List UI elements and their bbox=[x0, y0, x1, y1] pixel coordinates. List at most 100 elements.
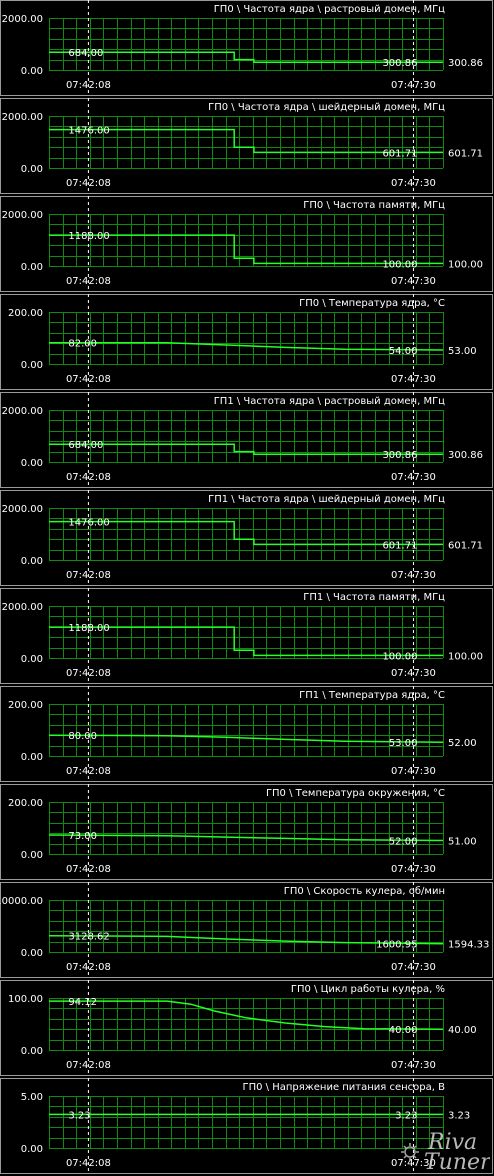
cursor-start-value: 82.00 bbox=[68, 339, 97, 350]
cursor-start-value: 3128.62 bbox=[68, 932, 109, 943]
current-value: 100.00 bbox=[448, 259, 483, 270]
panel-border bbox=[0, 294, 493, 390]
graph-panel[interactable]: ГП0 \ Скорость кулера, об/мин 10000.00 0.0… bbox=[0, 882, 494, 980]
current-value: 1594.33 bbox=[448, 940, 489, 951]
graph-title: ГП0 \ Цикл работы кулера, % bbox=[291, 984, 445, 995]
plot-area bbox=[49, 704, 443, 756]
graph-panel[interactable]: ГП1 \ Температура ядра, °C 200.00 0.00 80.0… bbox=[0, 686, 494, 784]
graph-panel[interactable]: ГП0 \ Частота ядра \ растровый домен, МГ… bbox=[0, 0, 494, 98]
panel-border bbox=[0, 196, 493, 292]
panel-border bbox=[0, 882, 493, 978]
current-value: 100.00 bbox=[448, 651, 483, 662]
cursor-start-value: 73.00 bbox=[68, 831, 97, 842]
sensor-trace bbox=[48, 934, 444, 945]
graph-panel[interactable]: ГП0 \ Температура окружения, °C 200.00 0.0… bbox=[0, 784, 494, 882]
current-value: 53.00 bbox=[448, 346, 477, 357]
time-end-label: 07:47:30 bbox=[391, 276, 436, 287]
current-value: 601.71 bbox=[448, 540, 483, 551]
time-end-label: 07:47:30 bbox=[391, 80, 436, 91]
cursor-start-value: 1188.00 bbox=[68, 231, 109, 242]
graph-panel[interactable]: ГП0 \ Цикл работы кулера, % 100.00 0.00 94.… bbox=[0, 980, 494, 1078]
current-value: 300.86 bbox=[448, 58, 483, 69]
rivatuner-logo: Riva Tuner bbox=[400, 1130, 492, 1175]
sensor-trace bbox=[49, 234, 443, 265]
y-max-label: 2000.00 bbox=[2, 210, 43, 221]
cursor-start-value: 684.00 bbox=[68, 440, 103, 451]
graph-panel[interactable]: ГП1 \ Частота ядра \ шейдерный домен, МГ… bbox=[0, 490, 494, 588]
graph-title: ГП0 \ Температура ядра, °C bbox=[299, 298, 445, 309]
graph-panel[interactable]: ГП1 \ Частота ядра \ растровый домен, МГ… bbox=[0, 392, 494, 490]
time-end-label: 07:47:30 bbox=[391, 962, 436, 973]
graph-panel[interactable]: ГП0 \ Температура ядра, °C 200.00 0.00 82.0… bbox=[0, 294, 494, 392]
sensor-trace bbox=[48, 834, 444, 842]
cursor-start-value: 1476.00 bbox=[68, 126, 109, 137]
grid bbox=[49, 508, 444, 561]
graph-title: ГП0 \ Напряжение питания сенсора, В bbox=[242, 1082, 445, 1093]
y-max-label: 2000.00 bbox=[2, 504, 43, 515]
time-start-label: 07:42:08 bbox=[66, 374, 111, 385]
cursor-start-value: 684.00 bbox=[68, 48, 103, 59]
graph-title: ГП0 \ Частота ядра \ шейдерный домен, МГ… bbox=[208, 102, 445, 113]
cursor-end-value: 40.00 bbox=[389, 1025, 418, 1036]
sensor-trace bbox=[49, 626, 443, 657]
graph-panel[interactable]: ГП1 \ Частота памяти, МГц 2000.00 0.00 1188… bbox=[0, 588, 494, 686]
time-start-label: 07:42:08 bbox=[66, 178, 111, 189]
y-max-label: 2000.00 bbox=[2, 406, 43, 417]
grid bbox=[49, 1096, 444, 1149]
graph-panel[interactable]: ГП0 \ Частота памяти, МГц 2000.00 0.00 1188… bbox=[0, 196, 494, 294]
time-end-label: 07:47:30 bbox=[391, 570, 436, 581]
y-max-label: 2000.00 bbox=[2, 602, 43, 613]
y-min-label: 0.00 bbox=[21, 1046, 43, 1057]
time-start-label: 07:42:08 bbox=[66, 472, 111, 483]
y-max-label: 5.00 bbox=[21, 1092, 43, 1103]
time-end-label: 07:47:30 bbox=[391, 1158, 436, 1169]
time-start-label: 07:42:08 bbox=[66, 276, 111, 287]
time-end-label: 07:47:30 bbox=[391, 766, 436, 777]
plot-area bbox=[49, 802, 443, 854]
cursor-start-value: 1476.00 bbox=[68, 518, 109, 529]
cursor-end-value: 300.86 bbox=[382, 450, 417, 461]
cursor-end-value: 300.86 bbox=[382, 58, 417, 69]
y-min-label: 0.00 bbox=[21, 262, 43, 273]
graph-title: ГП0 \ Температура окружения, °C bbox=[266, 788, 445, 799]
grid bbox=[49, 998, 444, 1051]
y-max-label: 2000.00 bbox=[2, 112, 43, 123]
current-value: 300.86 bbox=[448, 450, 483, 461]
graph-title: ГП1 \ Частота памяти, МГц bbox=[303, 592, 445, 603]
y-min-label: 0.00 bbox=[21, 458, 43, 469]
cursor-end-value: 601.71 bbox=[382, 540, 417, 551]
time-end-label: 07:47:30 bbox=[391, 472, 436, 483]
y-max-label: 10000.00 bbox=[0, 896, 43, 907]
cursor-end-value: 100.00 bbox=[382, 259, 417, 270]
grid bbox=[49, 410, 444, 463]
y-min-label: 0.00 bbox=[21, 360, 43, 371]
sensor-trace bbox=[49, 51, 443, 63]
y-min-label: 0.00 bbox=[21, 948, 43, 959]
panel-border bbox=[0, 1078, 493, 1174]
time-start-label: 07:42:08 bbox=[66, 864, 111, 875]
y-min-label: 0.00 bbox=[21, 556, 43, 567]
graph-panel[interactable]: ГП0 \ Напряжение питания сенсора, В 5.00 0… bbox=[0, 1078, 494, 1176]
cursor-end-value: 53.00 bbox=[389, 738, 418, 749]
grid bbox=[49, 18, 444, 71]
cursor-start-value: 94.12 bbox=[68, 997, 97, 1008]
y-min-label: 0.00 bbox=[21, 1144, 43, 1155]
sensor-trace bbox=[49, 443, 443, 455]
cursor-end-value: 100.00 bbox=[382, 651, 417, 662]
current-value: 601.71 bbox=[448, 148, 483, 159]
time-end-label: 07:47:30 bbox=[391, 374, 436, 385]
y-max-label: 100.00 bbox=[8, 994, 43, 1005]
y-min-label: 0.00 bbox=[21, 164, 43, 175]
graph-panel[interactable]: ГП0 \ Частота ядра \ шейдерный домен, МГ… bbox=[0, 98, 494, 196]
time-start-label: 07:42:08 bbox=[66, 80, 111, 91]
watermark-line1: Riva bbox=[427, 1132, 477, 1155]
graph-title: ГП0 \ Частота памяти, МГц bbox=[303, 200, 445, 211]
cursor-start-value: 80.00 bbox=[68, 731, 97, 742]
time-start-label: 07:42:08 bbox=[66, 766, 111, 777]
cursor-end-value: 54.00 bbox=[389, 346, 418, 357]
graph-title: ГП1 \ Частота ядра \ растровый домен, МГ… bbox=[214, 396, 445, 407]
plot-area bbox=[49, 214, 443, 266]
plot-area bbox=[49, 508, 443, 560]
time-start-label: 07:42:08 bbox=[66, 570, 111, 581]
grid bbox=[49, 802, 444, 855]
